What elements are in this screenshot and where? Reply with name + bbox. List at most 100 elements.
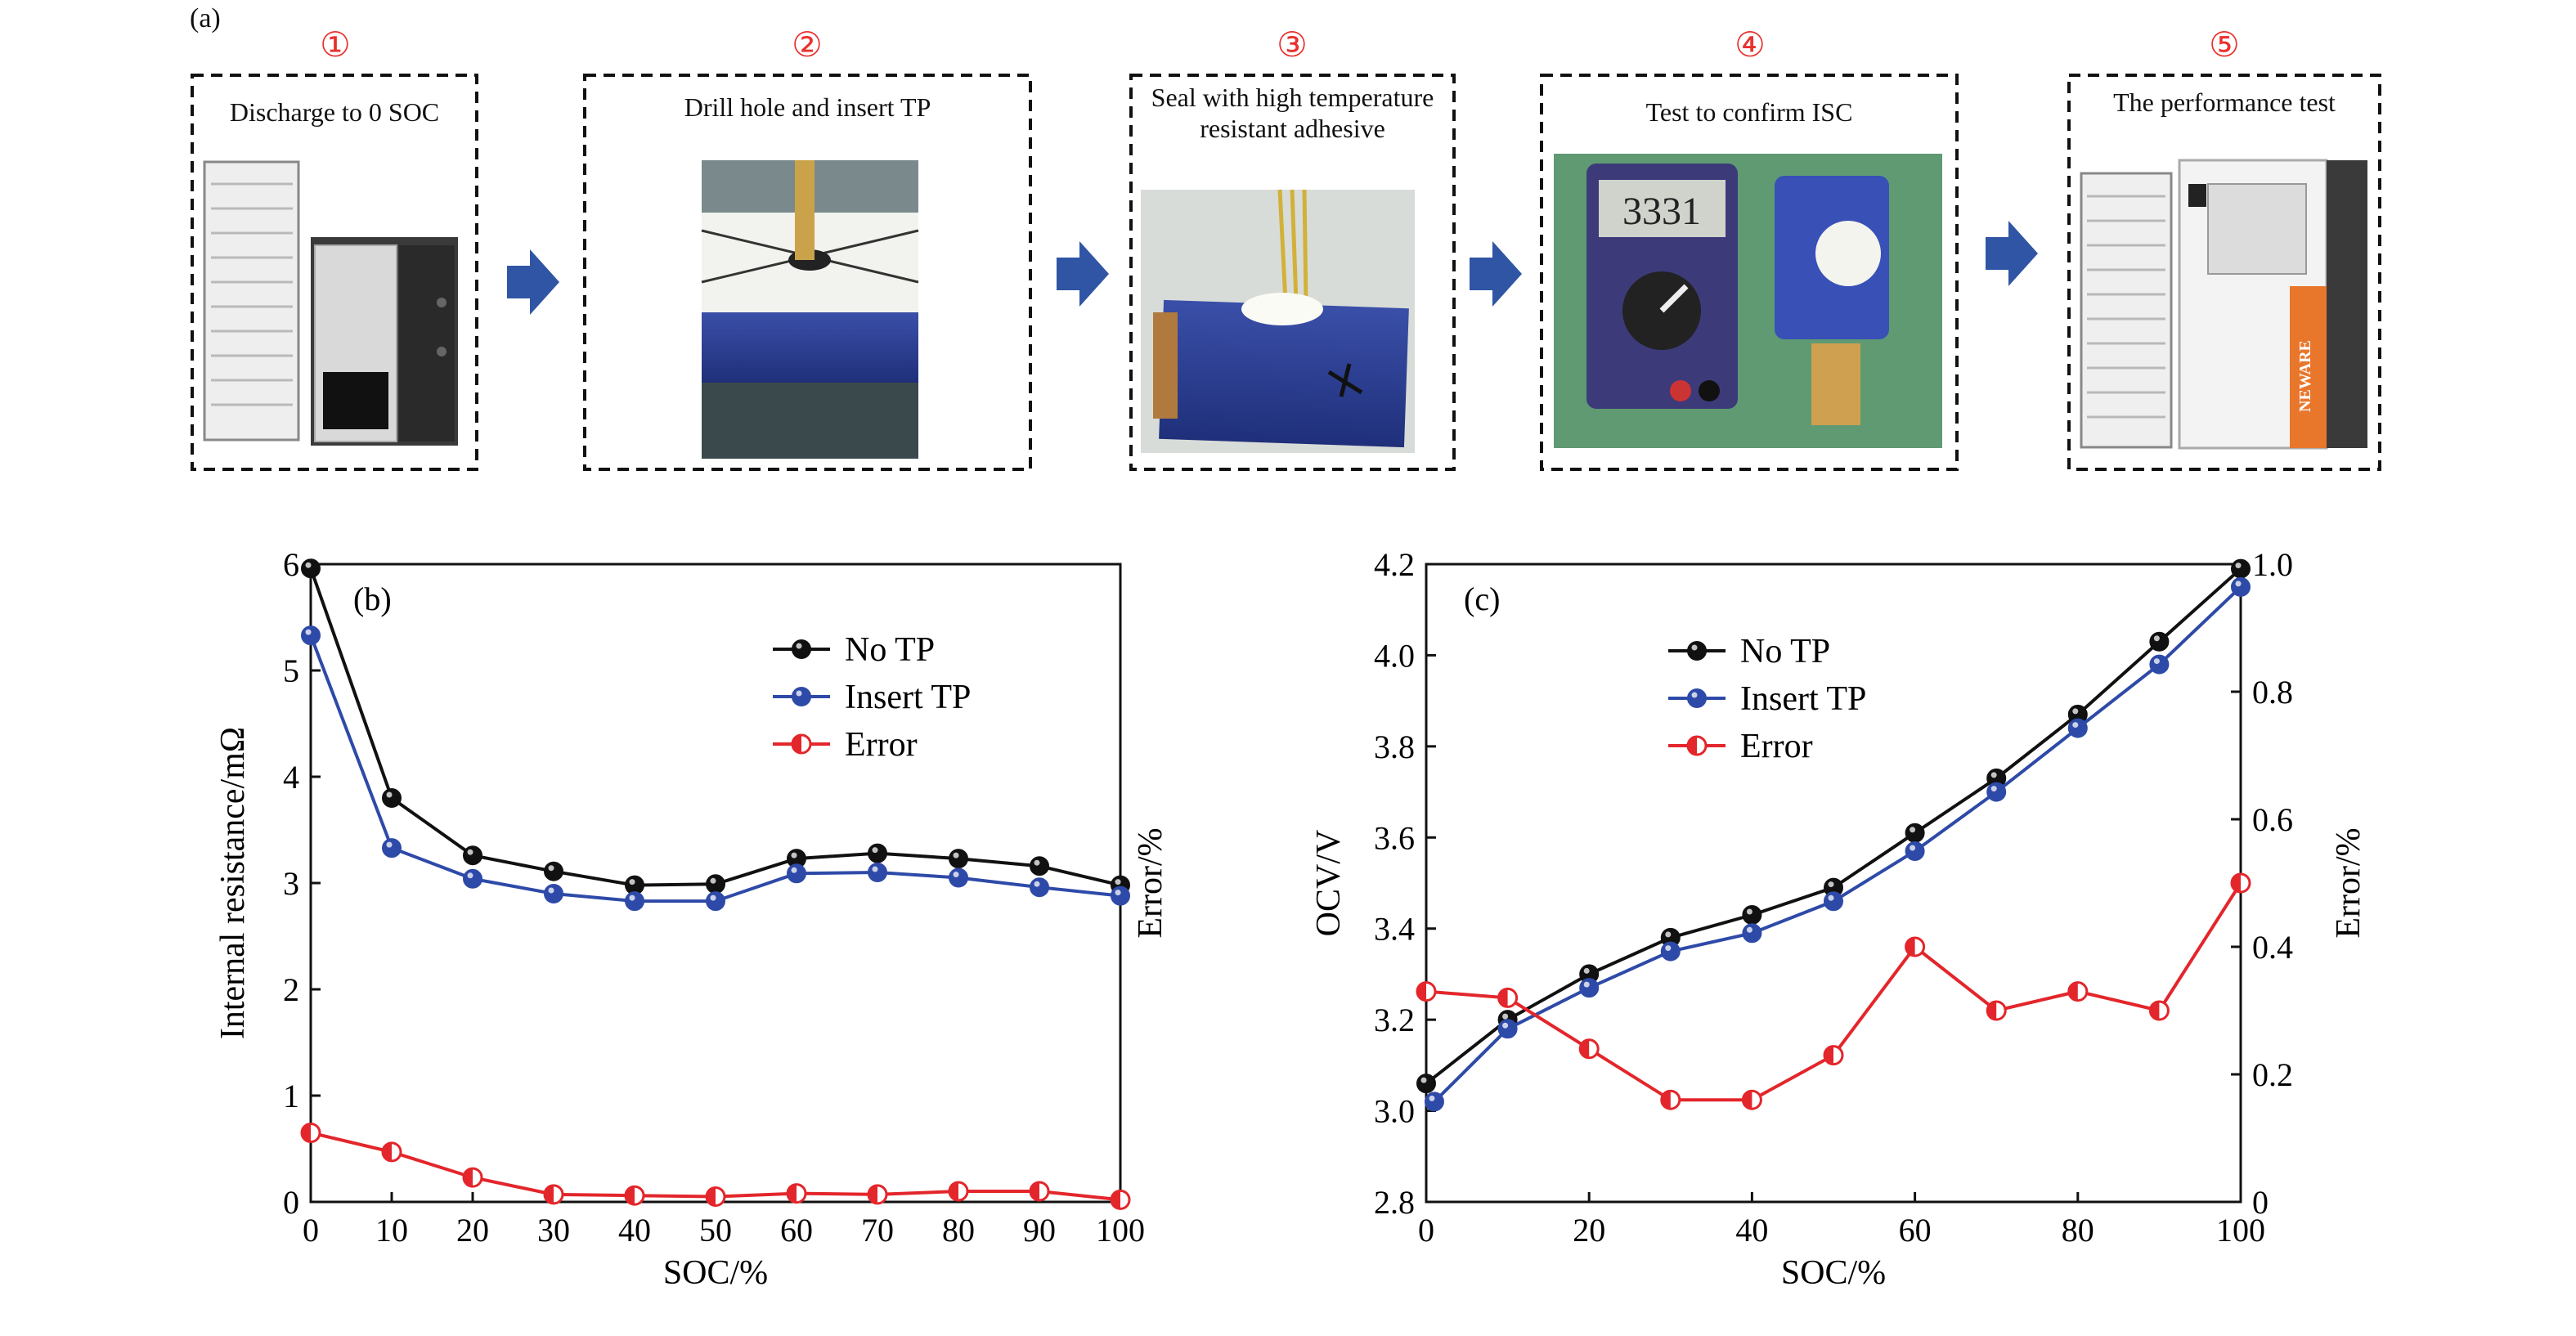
data-point-shine [791,852,797,859]
y-tick-label: 3.2 [1374,1002,1415,1038]
multimeter-photo: 3331 [1554,154,1942,448]
legend-marker [1687,641,1707,661]
data-point [949,849,968,869]
panel-tag: (c) [1464,581,1500,617]
data-point-half [302,1123,311,1142]
series-error [300,1123,1131,1210]
series-line [309,567,1121,887]
data-point [463,868,482,889]
panel-a-process: 3331 NEWARE [191,74,2381,471]
y2-tick-label: 1.0 [2252,546,2293,583]
data-point [1111,885,1130,906]
data-point-half [1111,1190,1120,1209]
data-point-shine [710,877,716,884]
x-tick-label: 20 [1573,1212,1605,1249]
data-point-half [2068,982,2078,1001]
series-error [1416,872,2251,1110]
x-tick-label: 60 [1899,1212,1932,1249]
y-axis-label: Internal resistance/mΩ [214,727,252,1039]
y-tick-label: 3.8 [1374,729,1415,765]
data-point-half [1987,1002,1997,1020]
data-point-shine [953,872,959,877]
y-tick-label: 3 [283,865,299,902]
y2-tick-label: 0.4 [2252,929,2293,966]
data-point [1986,782,2007,802]
y2-tick-label: 0.2 [2252,1056,2293,1093]
data-point-shine [548,865,554,872]
data-point [1824,891,1843,912]
data-point-shine [2235,581,2242,587]
legend-label: Error [1740,728,1813,765]
y-tick-label: 2.8 [1374,1184,1415,1221]
step-5-number: ⑤ [2209,25,2240,65]
y-tick-label: 4 [283,759,299,796]
series-line [1425,567,2242,1085]
data-point [1030,877,1049,898]
step-2-label: Drill hole and insert TP [684,92,931,122]
data-point [382,838,402,859]
data-point [868,843,887,863]
data-point [787,863,806,884]
data-point [301,625,321,646]
panel-tag: (b) [353,581,392,617]
x-tick-label: 50 [699,1212,732,1249]
data-point-half [545,1185,554,1204]
y-tick-label: 3.0 [1374,1093,1415,1130]
data-point-half [1580,1039,1590,1058]
data-point-shine [1034,881,1040,887]
arrow-icon [1057,241,1109,307]
step-3-number: ③ [1277,25,1308,65]
data-point [1416,1074,1436,1094]
data-point-shine [1115,890,1121,896]
legend-marker-half [1688,737,1697,755]
legend-marker-half [792,735,801,753]
multimeter-reading: 3331 [1622,190,1701,233]
step-5-frame [2067,74,2381,471]
data-point-shine [1420,1077,1427,1083]
data-point [706,874,725,894]
data-point-shine [2072,708,2079,715]
series-line [1433,585,2242,1103]
y-tick-label: 3.4 [1374,911,1415,948]
data-point-shine [1665,931,1672,938]
step-1-label: Discharge to 0 SOC [229,97,440,127]
x-axis-label: SOC/% [1781,1254,1886,1292]
data-point-shine [1429,1095,1435,1101]
legend-marker-shine [1691,692,1698,698]
step-5-label: The performance test [2113,87,2336,117]
data-point-half [2150,1002,2160,1020]
step-3-frame [1129,74,1456,471]
data-point [2149,631,2170,652]
data-point-shine [1502,1022,1509,1029]
y2-tick-label: 0.6 [2252,801,2293,838]
x-tick-label: 70 [861,1212,894,1249]
data-point-shine [1910,827,1916,833]
y-tick-label: 3.6 [1374,819,1415,856]
data-point-shine [1746,926,1752,933]
chamber-brand: NEWARE [2296,340,2314,412]
data-point-half [868,1185,877,1204]
data-point-shine [1828,894,1834,901]
data-point-shine [1583,981,1590,988]
step-4-number: ④ [1735,25,1766,65]
legend: No TP Insert TP Error [773,631,971,764]
data-point [1424,1092,1444,1112]
step-1-frame [191,74,478,471]
data-point [463,845,482,866]
data-point-shine [2072,722,2079,729]
data-point-half [949,1182,958,1200]
x-tick-label: 80 [942,1212,975,1249]
data-point-shine [2153,635,2160,642]
data-point [1905,823,1925,843]
data-point [1742,905,1762,925]
data-point-shine [1115,879,1121,885]
x-tick-label: 40 [1735,1212,1768,1249]
step-4-frame [1540,74,1959,471]
data-point-shine [872,866,878,872]
legend-marker-shine [796,643,802,649]
panel-a-tag: (a) [190,3,221,34]
data-point-shine [1990,786,1997,792]
x-axis-label: SOC/% [663,1254,768,1292]
data-point-shine [1665,945,1672,952]
data-point-half [1824,1046,1833,1065]
